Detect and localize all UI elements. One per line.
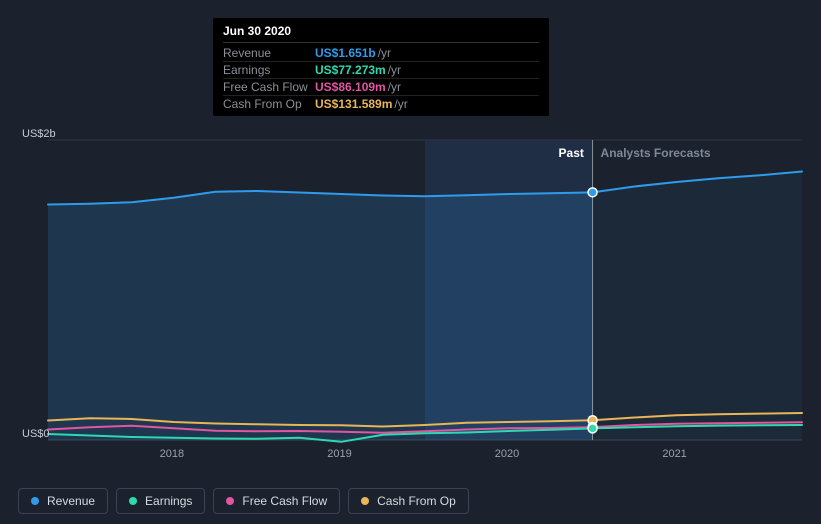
financials-chart: Past Analysts Forecasts Jun 30 2020 Reve… (0, 0, 821, 524)
legend-label: Earnings (145, 494, 192, 508)
tooltip-row: Free Cash FlowUS$86.109m /yr (223, 79, 539, 96)
legend-item-free-cash-flow[interactable]: Free Cash Flow (213, 488, 340, 514)
x-axis-label: 2020 (495, 448, 519, 460)
tooltip-row-value: US$86.109m (315, 80, 386, 94)
tooltip-row-label: Earnings (223, 63, 315, 77)
legend-item-revenue[interactable]: Revenue (18, 488, 108, 514)
tooltip-date: Jun 30 2020 (223, 24, 539, 43)
y-axis-label: US$2b (22, 128, 56, 140)
tooltip-row-value: US$77.273m (315, 63, 386, 77)
tooltip-row: EarningsUS$77.273m /yr (223, 62, 539, 79)
segment-label-past: Past (559, 146, 584, 160)
tooltip-row-label: Free Cash Flow (223, 80, 315, 94)
x-axis-label: 2018 (160, 448, 184, 460)
legend-item-earnings[interactable]: Earnings (116, 488, 205, 514)
x-axis-label: 2019 (327, 448, 351, 460)
tooltip-row-label: Cash From Op (223, 97, 315, 111)
tooltip-row-label: Revenue (223, 46, 315, 60)
hover-tooltip: Jun 30 2020 RevenueUS$1.651b /yrEarnings… (213, 18, 549, 116)
tooltip-row-unit: /yr (388, 63, 401, 77)
tooltip-row-unit: /yr (388, 80, 401, 94)
legend-item-cash-from-op[interactable]: Cash From Op (348, 488, 469, 514)
tooltip-row: RevenueUS$1.651b /yr (223, 45, 539, 62)
tooltip-row-unit: /yr (394, 97, 407, 111)
legend: Revenue Earnings Free Cash Flow Cash From O… (18, 488, 469, 514)
tooltip-row-unit: /yr (378, 46, 391, 60)
tooltip-row-value: US$1.651b (315, 46, 376, 60)
segment-label-forecast: Analysts Forecasts (601, 146, 711, 160)
legend-dot-icon (129, 497, 137, 505)
legend-label: Free Cash Flow (242, 494, 327, 508)
legend-label: Cash From Op (377, 494, 456, 508)
legend-dot-icon (31, 497, 39, 505)
legend-dot-icon (361, 497, 369, 505)
tooltip-row-value: US$131.589m (315, 97, 392, 111)
x-axis-label: 2021 (662, 448, 686, 460)
y-axis-label: US$0 (22, 428, 50, 440)
legend-label: Revenue (47, 494, 95, 508)
tooltip-row: Cash From OpUS$131.589m /yr (223, 96, 539, 112)
legend-dot-icon (226, 497, 234, 505)
